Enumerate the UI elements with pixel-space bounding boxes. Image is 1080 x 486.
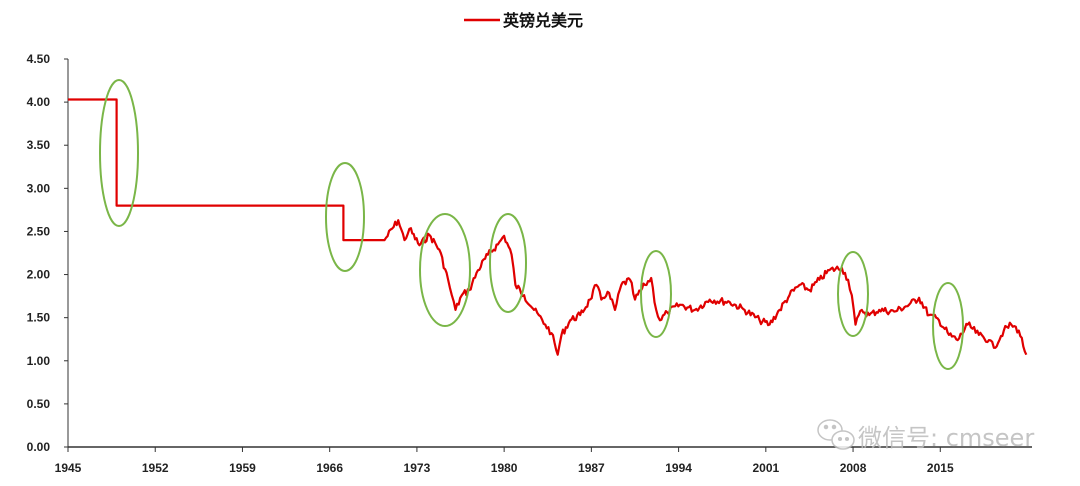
y-tick-label: 2.50 [27, 224, 51, 238]
x-tick-label: 1966 [316, 461, 343, 475]
y-tick-label: 0.00 [27, 440, 51, 454]
x-tick-label: 1945 [55, 461, 82, 475]
highlight-ellipse [837, 251, 869, 337]
y-tick-label: 0.50 [27, 397, 51, 411]
series-line [68, 98, 1028, 356]
y-tick-label: 4.50 [27, 52, 51, 66]
x-tick-label: 2001 [752, 461, 779, 475]
wechat-icon [817, 419, 855, 450]
x-tick-label: 2008 [840, 461, 867, 475]
x-tick-label: 1952 [142, 461, 169, 475]
highlight-ellipse [325, 162, 365, 272]
highlight-ellipse [932, 282, 964, 370]
x-tick-label: 1994 [665, 461, 692, 475]
highlight-ellipse [489, 213, 527, 313]
x-tick-label: 2015 [927, 461, 954, 475]
y-tick-label: 4.00 [27, 95, 51, 109]
highlight-ellipse [419, 213, 471, 327]
x-tick-label: 1973 [404, 461, 431, 475]
y-tick-label: 1.50 [27, 311, 51, 325]
y-tick-label: 1.00 [27, 354, 51, 368]
legend-label: 英镑兑美元 [502, 11, 583, 30]
x-tick-label: 1959 [229, 461, 256, 475]
x-tick-label: 1987 [578, 461, 605, 475]
y-tick-label: 3.00 [27, 181, 51, 195]
y-tick-label: 3.50 [27, 138, 51, 152]
highlight-ellipse [640, 250, 672, 338]
watermark: 微信号: cmseer [817, 419, 1034, 452]
x-tick-label: 1980 [491, 461, 518, 475]
highlight-ellipse [99, 79, 139, 227]
watermark-text: 微信号: cmseer [858, 424, 1034, 452]
highlight-ellipses [99, 79, 964, 370]
y-tick-label: 2.00 [27, 268, 51, 282]
legend: 英镑兑美元 [464, 11, 583, 30]
